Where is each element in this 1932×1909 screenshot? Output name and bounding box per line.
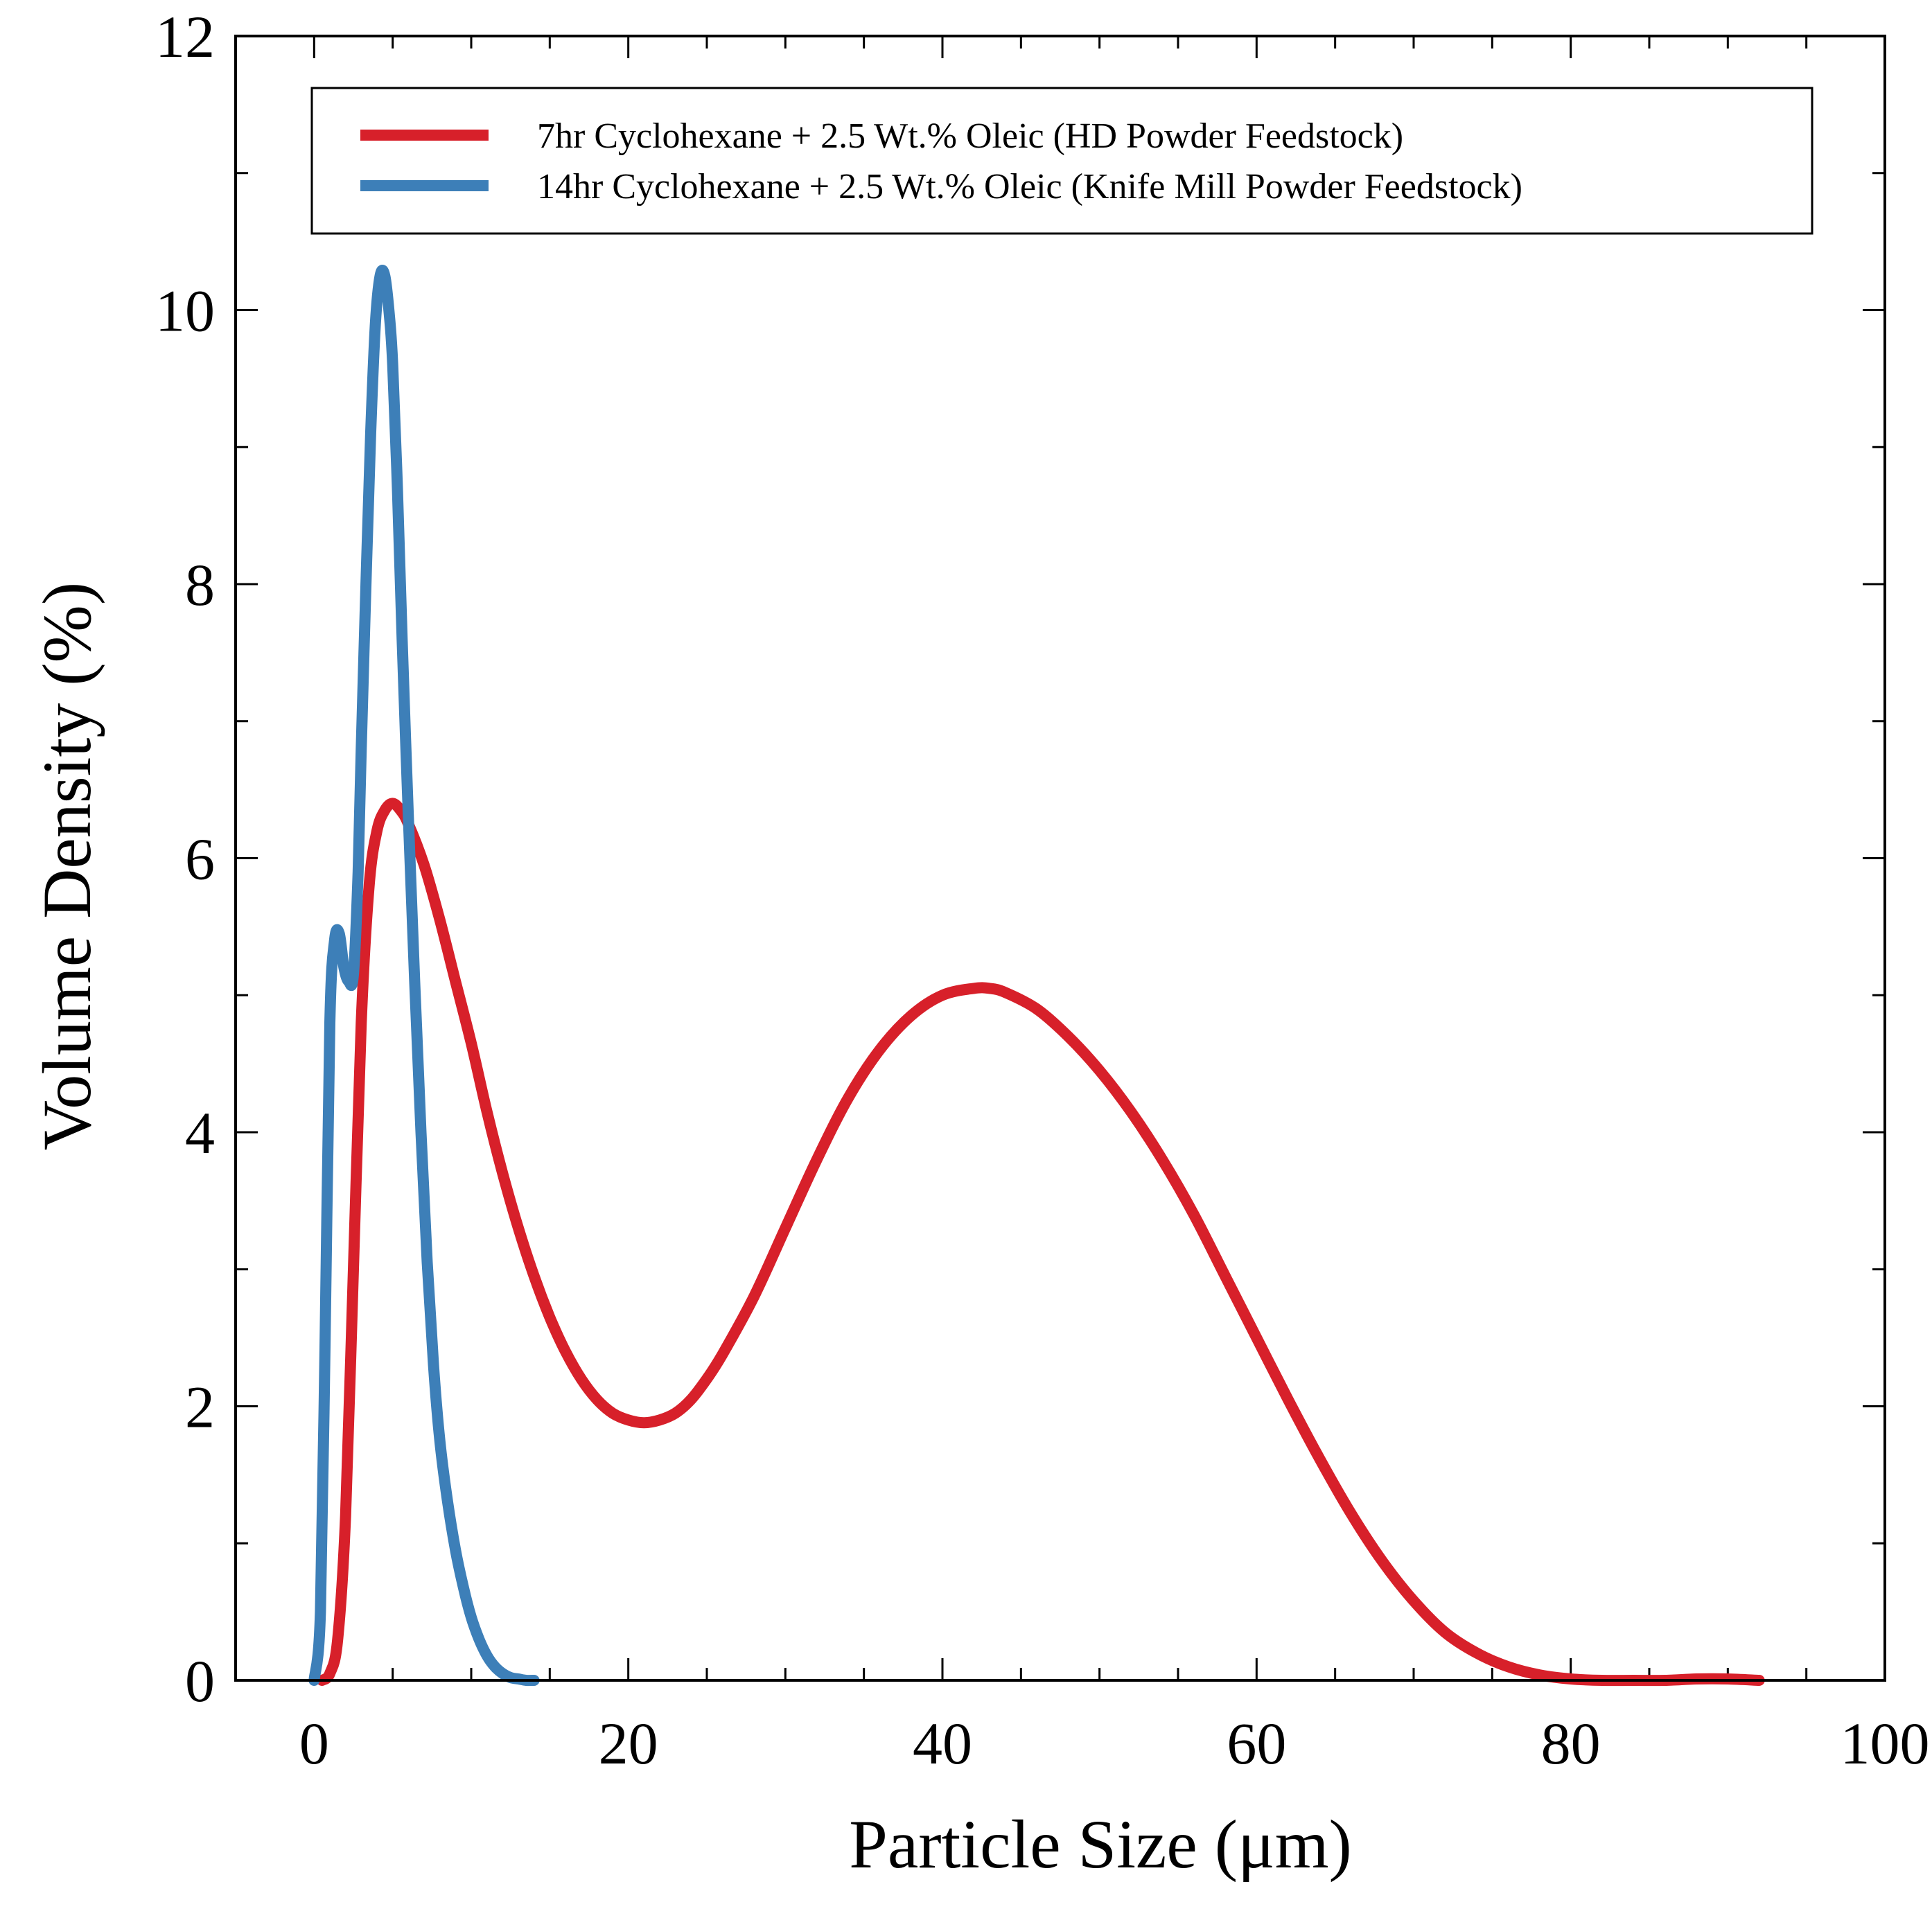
y-axis-title: Volume Density (%)	[28, 582, 105, 1150]
x-tick-label: 100	[1841, 1710, 1930, 1777]
y-tick-label: 10	[155, 278, 215, 344]
y-tick-labels: 0 2 4 6 8 10 12	[155, 3, 215, 1714]
y-tick-label: 6	[185, 826, 215, 892]
x-tick-label: 0	[299, 1710, 329, 1777]
plot-frame	[234, 35, 1886, 1682]
legend-label-knife-mill: 14hr Cyclohexane + 2.5 Wt.% Oleic (Knife…	[537, 167, 1522, 206]
series-layer	[308, 265, 1765, 1687]
x-tick-label: 60	[1227, 1710, 1286, 1777]
y-tick-label: 0	[185, 1648, 215, 1714]
x-tick-label: 40	[913, 1710, 972, 1777]
series-line-hd-powder	[316, 798, 1765, 1687]
y-tick-label: 12	[155, 3, 215, 70]
x-axis-title: Particle Size (μm)	[849, 1806, 1352, 1883]
x-tick-label: 80	[1541, 1710, 1601, 1777]
y-tick-label: 4	[185, 1100, 215, 1166]
legend-box	[310, 87, 1814, 235]
major-ticks	[236, 35, 1886, 1682]
legend: 7hr Cyclohexane + 2.5 Wt.% Oleic (HD Pow…	[310, 87, 1814, 235]
y-tick-label: 2	[185, 1374, 215, 1441]
x-tick-label: 20	[599, 1710, 658, 1777]
y-tick-label: 8	[185, 552, 215, 618]
series-line-knife-mill	[308, 265, 540, 1687]
x-tick-labels: 0 20 40 60 80 100	[299, 1710, 1930, 1777]
legend-label-hd-powder: 7hr Cyclohexane + 2.5 Wt.% Oleic (HD Pow…	[537, 116, 1403, 156]
minor-ticks	[234, 36, 1885, 1680]
